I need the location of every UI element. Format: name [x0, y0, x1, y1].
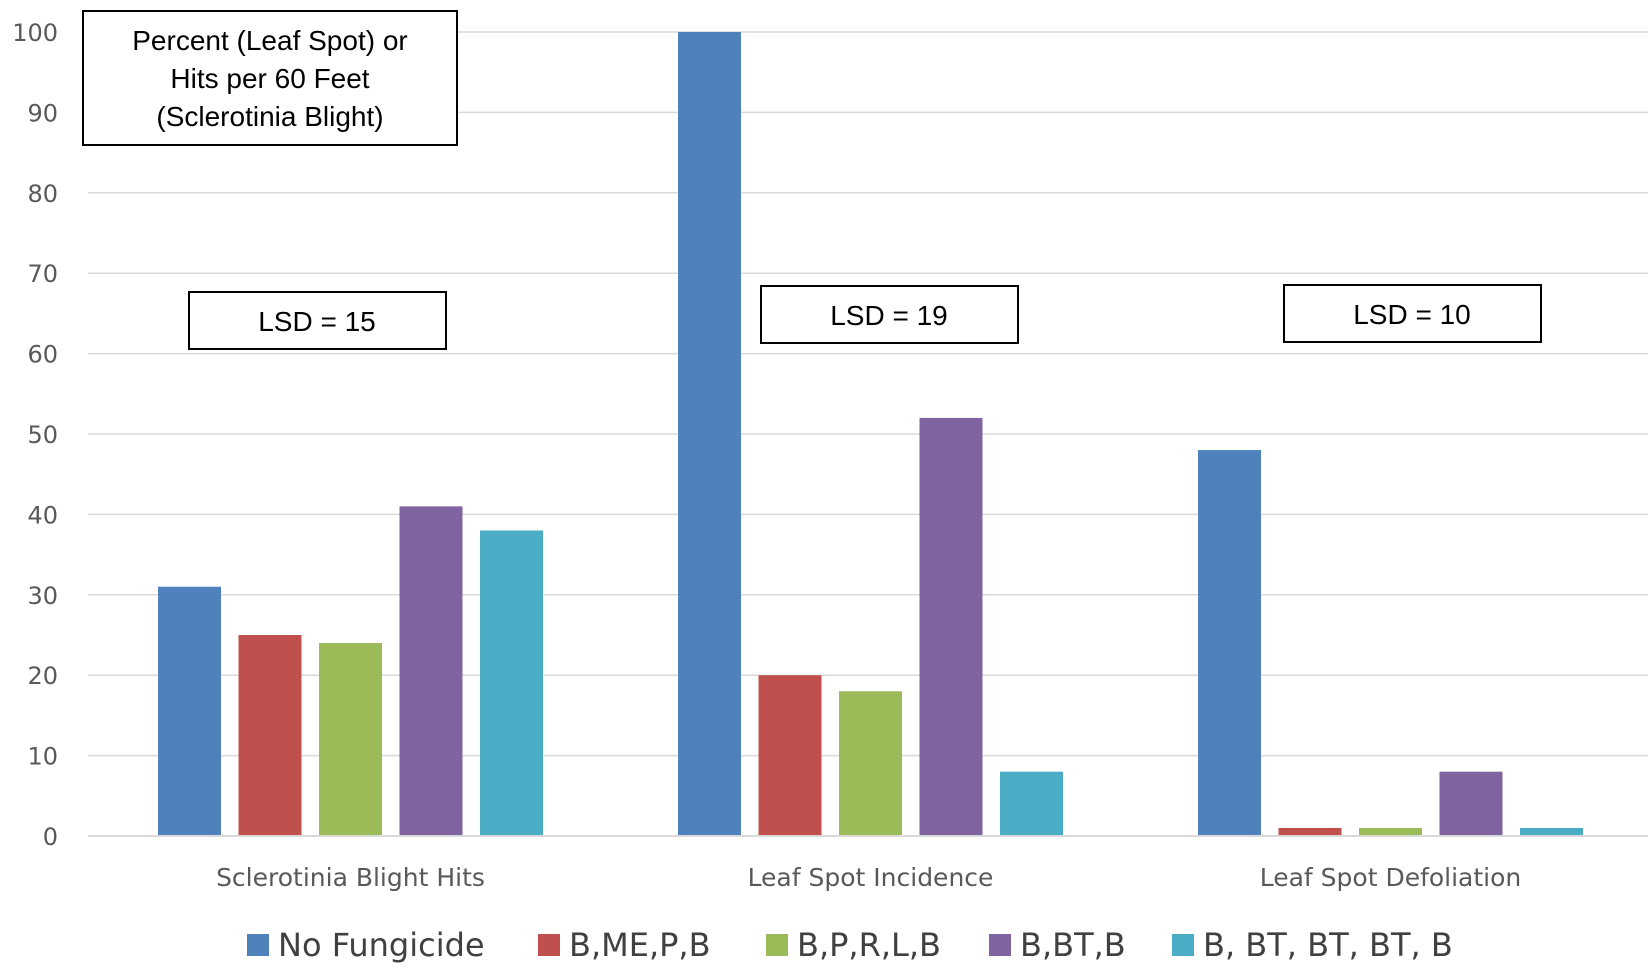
y-tick-label: 80: [27, 180, 58, 208]
x-axis-category-labels: Sclerotinia Blight Hits Leaf Spot Inciden…: [216, 863, 1521, 892]
bar: [1359, 827, 1422, 836]
bar: [758, 675, 822, 836]
legend-swatch: [247, 934, 269, 956]
legend-swatch: [538, 934, 560, 956]
y-tick-label: 10: [27, 743, 58, 771]
lsd-annotation-1: LSD = 15: [188, 291, 447, 350]
legend-swatch: [1172, 934, 1194, 956]
legend-label: No Fungicide: [278, 926, 485, 964]
bar: [1198, 450, 1261, 836]
y-tick-label: 70: [27, 260, 58, 288]
bars: [158, 32, 1583, 836]
y-tick-label: 20: [27, 662, 58, 690]
ylabel-line-2: Hits per 60 Feet: [170, 63, 369, 94]
legend-label: B,ME,P,B: [569, 926, 711, 964]
bar: [919, 417, 983, 836]
y-axis-ticks: 0 10 20 30 40 50 60 70 80 90 100: [12, 19, 58, 851]
legend-label: B, BT, BT, BT, B: [1203, 926, 1453, 964]
bar: [319, 643, 382, 836]
bar: [1439, 771, 1503, 836]
legend-swatch: [989, 934, 1011, 956]
y-tick-label: 50: [27, 421, 58, 449]
legend-label: B,BT,B: [1020, 926, 1126, 964]
bar: [158, 586, 221, 836]
lsd-label-1: LSD = 15: [258, 306, 376, 337]
x-category-label: Sclerotinia Blight Hits: [216, 863, 485, 892]
legend-label: B,P,R,L,B: [797, 926, 941, 964]
lsd-label-2: LSD = 19: [830, 300, 948, 331]
x-category-label: Leaf Spot Incidence: [748, 863, 994, 892]
y-tick-label: 0: [43, 823, 58, 851]
bar: [480, 530, 543, 836]
y-tick-label: 100: [12, 19, 58, 47]
bar: [1278, 827, 1342, 836]
x-category-label: Leaf Spot Defoliation: [1260, 863, 1522, 892]
y-tick-label: 60: [27, 341, 58, 369]
bar: [678, 32, 741, 836]
y-tick-label: 40: [27, 501, 58, 529]
bar: [1520, 827, 1583, 836]
legend: No Fungicide B,ME,P,B B,P,R,L,B B,BT,B B, BT…: [247, 926, 1453, 964]
ylabel-box: Percent (Leaf Spot) or Hits per 60 Feet …: [82, 10, 458, 146]
legend-swatch: [766, 934, 788, 956]
bar: [238, 635, 302, 836]
lsd-label-3: LSD = 10: [1353, 299, 1471, 330]
ylabel-line-3: (Sclerotinia Blight): [156, 101, 383, 132]
bar: [399, 506, 463, 836]
bar: [1000, 771, 1063, 836]
bar: [839, 691, 902, 836]
lsd-annotation-2: LSD = 19: [760, 285, 1019, 344]
y-tick-label: 90: [27, 99, 58, 127]
ylabel-line-1: Percent (Leaf Spot) or: [132, 25, 407, 56]
lsd-annotation-3: LSD = 10: [1283, 284, 1542, 343]
y-tick-label: 30: [27, 582, 58, 610]
